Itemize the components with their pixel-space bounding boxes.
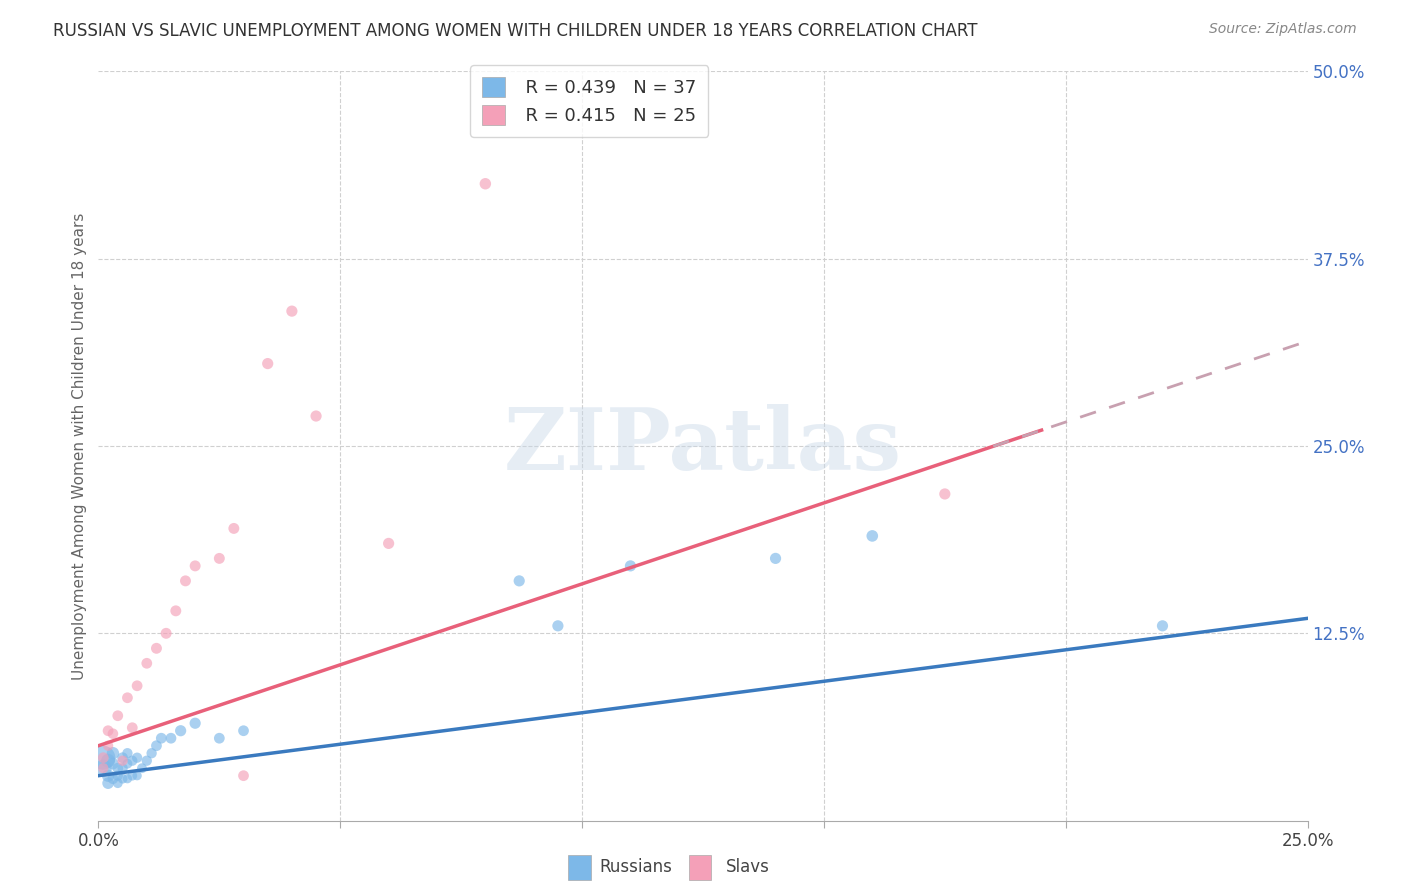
Point <box>97 754 120 768</box>
Point <box>508 574 530 588</box>
Point <box>127 750 149 764</box>
Text: ZIPatlas: ZIPatlas <box>503 404 903 488</box>
Point <box>150 731 173 746</box>
Point <box>135 657 157 671</box>
Point <box>97 776 120 790</box>
Point <box>155 626 177 640</box>
Point <box>184 558 207 573</box>
Point <box>121 769 143 783</box>
Point <box>101 756 124 771</box>
Point <box>860 529 883 543</box>
Point <box>107 769 129 783</box>
Point <box>101 772 124 786</box>
Point <box>208 731 231 746</box>
Point <box>145 641 167 656</box>
Point <box>91 761 114 775</box>
Point <box>121 754 143 768</box>
Point <box>165 604 187 618</box>
FancyBboxPatch shape <box>568 855 591 880</box>
Point <box>174 574 197 588</box>
Y-axis label: Unemployment Among Women with Children Under 18 years: Unemployment Among Women with Children U… <box>72 212 87 680</box>
Point <box>111 761 134 775</box>
Point <box>256 357 278 371</box>
Text: Russians: Russians <box>599 858 672 877</box>
Text: Slavs: Slavs <box>725 858 769 877</box>
Point <box>765 551 787 566</box>
Point <box>232 769 254 783</box>
Point <box>121 721 143 735</box>
Point <box>117 690 139 705</box>
Point <box>107 761 129 775</box>
Point <box>160 731 183 746</box>
Point <box>117 746 139 760</box>
Point <box>131 761 153 775</box>
Legend:   R = 0.439   N = 37,   R = 0.415   N = 25: R = 0.439 N = 37, R = 0.415 N = 25 <box>470 65 709 136</box>
Point <box>547 619 569 633</box>
Point <box>377 536 399 550</box>
Point <box>111 754 134 768</box>
FancyBboxPatch shape <box>689 855 711 880</box>
Text: Source: ZipAtlas.com: Source: ZipAtlas.com <box>1209 22 1357 37</box>
Point <box>619 558 641 573</box>
Point <box>107 708 129 723</box>
Point <box>111 772 134 786</box>
Point <box>91 750 114 764</box>
Point <box>934 487 956 501</box>
Point <box>97 739 120 753</box>
Point <box>97 769 120 783</box>
Point <box>1152 619 1174 633</box>
Point <box>127 769 149 783</box>
Point <box>91 761 114 775</box>
Point <box>474 177 496 191</box>
Point <box>117 756 139 771</box>
Point <box>145 739 167 753</box>
Point <box>222 521 245 535</box>
Point <box>281 304 304 318</box>
Point <box>141 746 163 760</box>
Point <box>135 754 157 768</box>
Point <box>111 750 134 764</box>
Point <box>91 750 114 764</box>
Text: RUSSIAN VS SLAVIC UNEMPLOYMENT AMONG WOMEN WITH CHILDREN UNDER 18 YEARS CORRELAT: RUSSIAN VS SLAVIC UNEMPLOYMENT AMONG WOM… <box>53 22 979 40</box>
Point <box>101 746 124 760</box>
Point <box>305 409 328 423</box>
Point <box>97 723 120 738</box>
Point <box>184 716 207 731</box>
Point <box>101 727 124 741</box>
Point <box>107 776 129 790</box>
Point <box>127 679 149 693</box>
Point <box>169 723 191 738</box>
Point <box>117 772 139 786</box>
Point <box>208 551 231 566</box>
Point <box>232 723 254 738</box>
